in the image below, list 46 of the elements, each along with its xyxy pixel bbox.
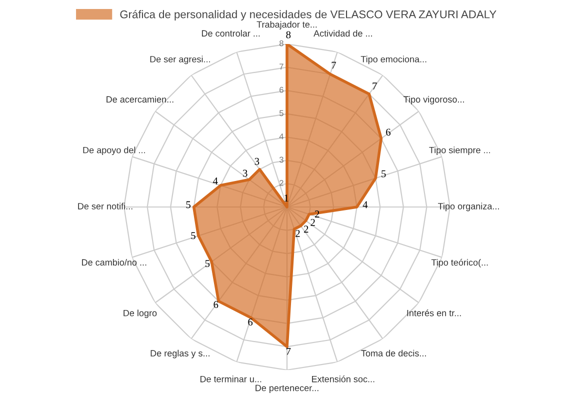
- spoke-label: De acercamien...: [106, 96, 174, 103]
- y-tick-label: 4: [279, 134, 284, 140]
- spoke-label: Tipo vigoroso...: [404, 96, 464, 104]
- y-tick-label: 8: [279, 40, 284, 46]
- spoke-label: De reglas y s...: [150, 350, 210, 358]
- data-label: 2: [296, 230, 300, 237]
- legend-label: Gráfica de personalidad y necesidades de VELASCO VERA ZAYURI ADALY: [120, 10, 496, 20]
- spoke-label: De pertenecer...: [256, 384, 318, 393]
- spoke-label: De cambio/no ...: [82, 258, 146, 266]
- y-tick-label: 2: [280, 180, 284, 186]
- spoke-label: Extensión soc...: [312, 376, 374, 382]
- data-label: 6: [214, 301, 218, 308]
- data-label: 4: [362, 201, 368, 208]
- data-label: 7: [372, 82, 377, 90]
- y-tick-label: 3: [279, 156, 284, 163]
- data-label: 6: [248, 318, 253, 326]
- spoke-label: De terminar u...: [200, 376, 262, 382]
- spoke-label: Interés en tr...: [407, 310, 461, 316]
- spoke-label: De logro: [124, 310, 157, 318]
- spoke-label: Toma de decis...: [361, 350, 426, 356]
- data-label: 5: [186, 201, 190, 208]
- spoke-label: Trabajador te...: [256, 21, 317, 30]
- data-label: 6: [386, 128, 390, 136]
- spoke-label: De ser notifi...: [78, 202, 132, 210]
- y-tick-label: 7: [280, 64, 284, 70]
- spoke-label: Tipo siempre ...: [429, 146, 490, 156]
- y-tick-label: 5: [279, 110, 284, 116]
- data-label: 2: [304, 226, 308, 233]
- data-label: 2: [310, 218, 315, 226]
- data-label: 3: [254, 158, 260, 165]
- data-label: 8: [286, 31, 291, 38]
- data-label: 7: [286, 348, 291, 355]
- data-label: 5: [382, 170, 386, 178]
- spoke-label: De controlar ...: [202, 30, 260, 37]
- y-tick-label: 6: [280, 86, 284, 93]
- data-label: 4: [212, 178, 218, 184]
- spoke-label: De ser agresi...: [150, 56, 210, 64]
- data-label: 5: [191, 232, 196, 240]
- data-label: 7: [332, 62, 336, 69]
- data-label: 3: [242, 170, 248, 177]
- data-label: 5: [205, 260, 210, 268]
- spoke-label: Tipo emociona...: [360, 56, 426, 64]
- spoke-label: Tipo organiza...: [438, 202, 499, 212]
- spoke-label: Actividad de ...: [314, 30, 372, 37]
- spoke-label: Tipo teórico(...: [431, 258, 488, 268]
- spoke-label: De apoyo del ...: [83, 146, 145, 156]
